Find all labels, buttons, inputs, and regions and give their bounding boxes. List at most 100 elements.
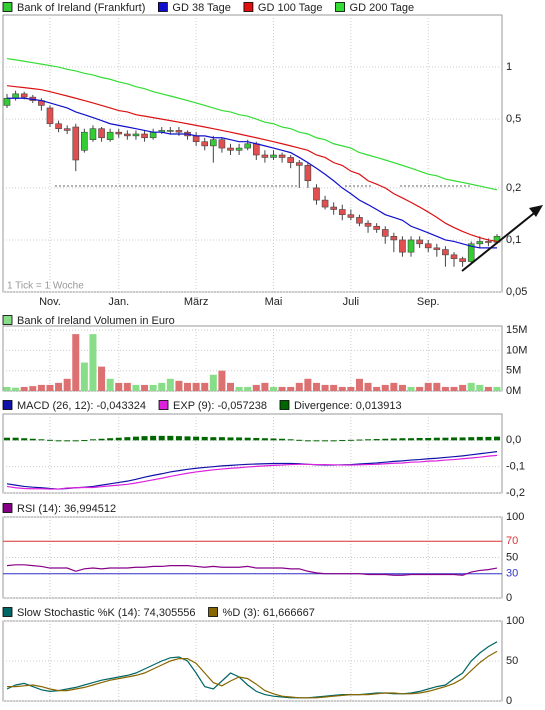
bar <box>29 438 36 441</box>
candle-body <box>81 131 88 151</box>
bar <box>12 387 20 391</box>
candle-body <box>115 131 123 135</box>
bar <box>304 378 312 391</box>
candle-body <box>364 222 372 227</box>
bar <box>416 437 423 441</box>
bar <box>261 382 269 391</box>
y-tick-label: 100 <box>506 511 524 523</box>
legend-swatch <box>208 607 218 617</box>
candle-body <box>399 239 406 253</box>
candle-body <box>459 258 466 262</box>
bar <box>46 439 53 441</box>
bar <box>459 384 467 391</box>
y-tick-label: 5M <box>506 365 521 377</box>
bar <box>244 386 252 391</box>
bar <box>312 382 320 391</box>
note: 1 Tick = 1 Woche <box>7 281 84 292</box>
candle-body <box>201 141 209 147</box>
bar <box>12 437 19 441</box>
candle-body <box>433 247 441 250</box>
legend-swatch <box>2 2 13 12</box>
y-tick-label: -0,1 <box>506 461 525 473</box>
bar <box>373 386 381 391</box>
bar <box>381 384 389 391</box>
legend-swatch <box>243 2 254 12</box>
y-tick-label: 0,1 <box>506 234 521 246</box>
legend-label: MACD (26, 12): -0,043324 <box>17 400 146 412</box>
y-tick-label: 100 <box>506 615 524 627</box>
candle-body <box>381 229 389 237</box>
legend-label: GD 38 Tage <box>172 2 231 14</box>
bar <box>442 437 449 441</box>
legend-swatch <box>2 607 13 617</box>
bar <box>356 439 363 441</box>
bar <box>55 382 63 391</box>
bar <box>270 438 277 441</box>
bar <box>141 436 148 441</box>
bar <box>72 334 80 391</box>
line <box>6 454 498 490</box>
bar <box>485 436 492 441</box>
line <box>6 641 498 699</box>
bar <box>29 386 37 391</box>
candle-body <box>407 239 415 253</box>
legend-label: Divergence: 0,013913 <box>294 400 402 412</box>
bar <box>287 386 295 391</box>
bar <box>373 439 380 441</box>
candle-body <box>98 128 105 139</box>
candle-body <box>218 139 226 149</box>
y-tick-label: 50 <box>506 551 518 563</box>
bar <box>55 440 62 442</box>
bar <box>330 440 337 442</box>
bar <box>295 382 303 391</box>
bar <box>313 440 320 442</box>
bar <box>106 378 114 391</box>
bar <box>81 440 88 442</box>
candle-body <box>72 126 80 161</box>
candle-body <box>63 128 71 131</box>
candle-body <box>390 235 398 241</box>
candle-body <box>261 154 269 158</box>
bar <box>80 362 88 391</box>
trend-arrow-head <box>529 205 543 217</box>
x-tick-label: Mai <box>265 296 283 308</box>
panel <box>2 413 503 494</box>
candle-body <box>442 249 449 256</box>
bar <box>338 386 346 391</box>
bar <box>424 382 432 391</box>
legend-label: RSI (14): 36,994512 <box>17 503 116 515</box>
legend-label: EXP (9): -0,057238 <box>173 400 267 412</box>
bar <box>451 437 458 441</box>
x-tick-label: Nov. <box>39 296 61 308</box>
bar <box>476 384 484 391</box>
bar <box>20 386 28 391</box>
bar <box>296 439 303 441</box>
y-tick-label: 1 <box>506 61 512 73</box>
bar <box>21 438 28 441</box>
bar <box>175 436 182 441</box>
candle-body <box>287 157 294 163</box>
panel <box>2 14 503 293</box>
bar <box>166 378 174 391</box>
y-tick-label: 10M <box>506 344 527 356</box>
bar <box>416 386 424 391</box>
bar <box>252 384 260 391</box>
candle-body <box>278 154 286 158</box>
bar <box>467 382 475 391</box>
plot <box>4 435 500 490</box>
legend-label: Bank of Ireland Volumen in Euro <box>17 315 175 327</box>
bar <box>150 435 157 441</box>
bar <box>321 384 329 391</box>
bar <box>193 436 200 441</box>
candle-body <box>167 130 174 132</box>
bar <box>235 386 243 391</box>
legend-label: Slow Stochastic %K (14): 74,305556 <box>17 607 196 619</box>
legend-swatch <box>2 503 13 513</box>
bar <box>141 384 149 391</box>
bar <box>115 382 123 391</box>
candle-body <box>295 162 303 166</box>
bar <box>382 438 389 441</box>
y-tick-label: 0 <box>506 592 512 604</box>
